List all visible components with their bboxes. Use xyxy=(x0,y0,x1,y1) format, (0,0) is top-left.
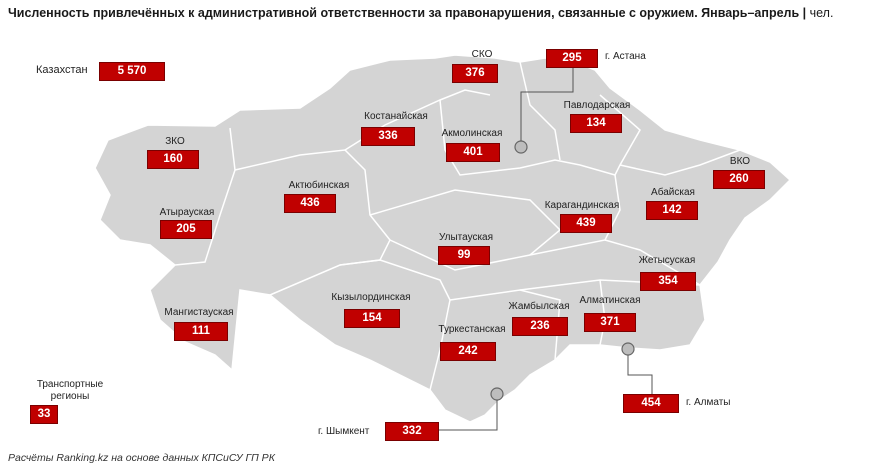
shymkent-label: г. Шымкент xyxy=(318,426,370,437)
turkestan-label: Туркестанская xyxy=(438,324,506,335)
zhetysu-label: Жетысуская xyxy=(638,255,696,266)
kyzylorda-label: Кызылординская xyxy=(331,292,411,303)
almaty-city-label: г. Алматы xyxy=(686,397,731,408)
shymkent-marker xyxy=(490,387,504,401)
abay-label: Абайская xyxy=(651,187,695,198)
unit-text: чел. xyxy=(809,6,834,20)
atyrau-label: Атырауская xyxy=(159,207,215,218)
aktobe-label: Актюбинская xyxy=(288,180,350,191)
total-value: 5 570 xyxy=(99,62,165,81)
sko-label: СКО xyxy=(471,49,493,60)
source-footer: Расчёты Ranking.kz на основе данных КПСи… xyxy=(8,452,275,464)
kostanay-label: Костанайская xyxy=(364,111,428,122)
kostanay-value: 336 xyxy=(361,127,415,146)
almaty-obl-label: Алматинская xyxy=(579,295,641,306)
astana-label: г. Астана xyxy=(605,51,646,62)
mangystau-label: Мангистауская xyxy=(164,307,234,318)
sko-value: 376 xyxy=(452,64,498,83)
shymkent-leader-line xyxy=(437,400,498,431)
pavlodar-value: 134 xyxy=(570,114,622,133)
zhambyl-label: Жамбылская xyxy=(508,301,570,312)
zko-label: ЗКО xyxy=(165,136,185,147)
zko-value: 160 xyxy=(147,150,199,169)
akmola-value: 401 xyxy=(446,143,500,162)
astana-marker xyxy=(514,140,528,154)
almaty-marker xyxy=(621,342,635,356)
ulytau-label: Улытауская xyxy=(438,232,494,243)
karaganda-value: 439 xyxy=(560,214,612,233)
akmola-label: Акмолинская xyxy=(441,128,503,139)
zhambyl-value: 236 xyxy=(512,317,568,336)
kyzylorda-value: 154 xyxy=(344,309,400,328)
ulytau-value: 99 xyxy=(438,246,490,265)
abay-value: 142 xyxy=(646,201,698,220)
astana-value: 295 xyxy=(546,49,598,68)
pavlodar-label: Павлодарская xyxy=(563,100,631,111)
title-text: Численность привлечённых к административ… xyxy=(8,6,800,20)
region-borders xyxy=(174,61,741,391)
almaty-city-value: 454 xyxy=(623,394,679,413)
total-label: Казахстан xyxy=(36,64,88,76)
zhetysu-value: 354 xyxy=(640,272,696,291)
vko-value: 260 xyxy=(713,170,765,189)
karaganda-label: Карагандинская xyxy=(544,200,620,211)
aktobe-value: 436 xyxy=(284,194,336,213)
atyrau-value: 205 xyxy=(160,220,212,239)
title-separator: | xyxy=(802,6,810,20)
astana-leader-line xyxy=(520,66,574,141)
transport-value: 33 xyxy=(30,405,58,424)
turkestan-value: 242 xyxy=(440,342,496,361)
mangystau-value: 111 xyxy=(174,322,228,341)
almaty-obl-value: 371 xyxy=(584,313,636,332)
vko-label: ВКО xyxy=(729,156,751,167)
chart-title: Численность привлечённых к административ… xyxy=(8,6,833,20)
shymkent-value: 332 xyxy=(385,422,439,441)
almaty-leader-line xyxy=(627,355,653,394)
transport-label: Транспортные регионы xyxy=(36,379,104,402)
